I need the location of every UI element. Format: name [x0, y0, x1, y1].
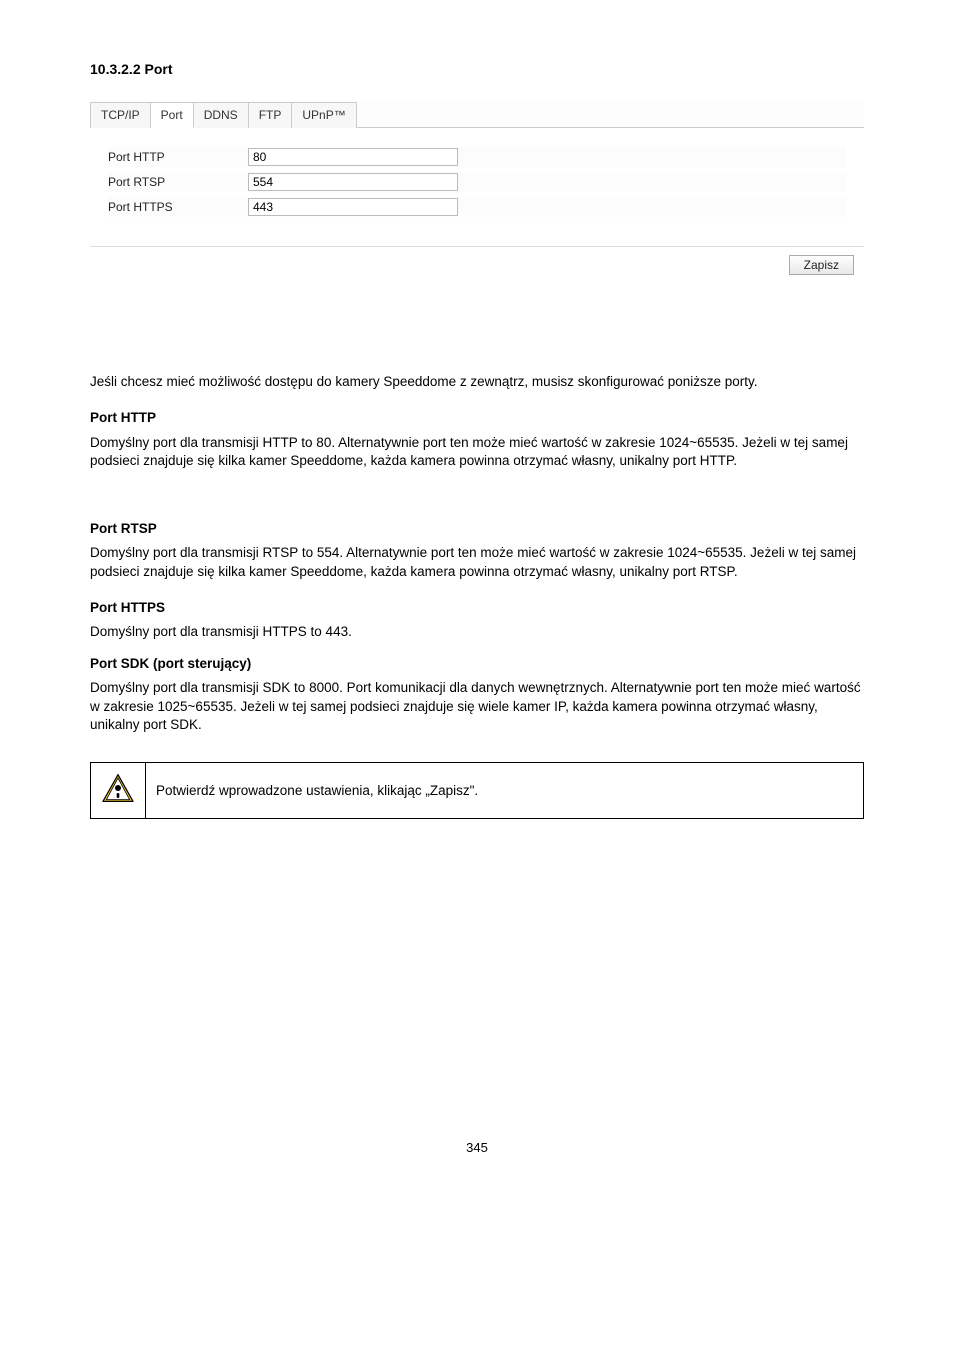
text-port-https: Domyślny port dla transmisji HTTPS to 44…	[90, 623, 864, 641]
heading-port-sdk: Port SDK (port sterujący)	[90, 655, 864, 673]
intro-paragraph: Jeśli chcesz mieć możliwość dostępu do k…	[90, 373, 864, 391]
heading-port-rtsp: Port RTSP	[90, 520, 864, 538]
input-port-rtsp[interactable]	[248, 173, 458, 191]
text-port-rtsp: Domyślny port dla transmisji RTSP to 554…	[90, 544, 864, 580]
save-button[interactable]: Zapisz	[789, 255, 854, 275]
note-icon-cell	[91, 763, 146, 819]
text-port-sdk: Domyślny port dla transmisji SDK to 8000…	[90, 679, 864, 734]
form-area: Port HTTP Port RTSP Port HTTPS	[90, 128, 864, 240]
port-settings-screenshot: TCP/IP Port DDNS FTP UPnP™ Port HTTP Por…	[90, 101, 864, 283]
input-port-https[interactable]	[248, 198, 458, 216]
heading-port-https: Port HTTPS	[90, 599, 864, 617]
section-port-rtsp: Port RTSP Domyślny port dla transmisji R…	[90, 520, 864, 581]
input-port-http[interactable]	[248, 148, 458, 166]
field-row-rtsp: Port RTSP	[108, 172, 846, 192]
label-port-http: Port HTTP	[108, 149, 248, 165]
note-text-cell: Potwierdź wprowadzone ustawienia, klikaj…	[146, 763, 864, 819]
tab-ftp[interactable]: FTP	[249, 102, 293, 128]
tab-upnp[interactable]: UPnP™	[292, 102, 356, 128]
note-text: Potwierdź wprowadzone ustawienia, klikaj…	[156, 783, 478, 798]
tab-tcpip[interactable]: TCP/IP	[90, 102, 151, 128]
text-port-http: Domyślny port dla transmisji HTTP to 80.…	[90, 434, 864, 470]
note-box: Potwierdź wprowadzone ustawienia, klikaj…	[90, 762, 864, 819]
tab-row: TCP/IP Port DDNS FTP UPnP™	[90, 101, 864, 128]
save-row: Zapisz	[90, 246, 864, 283]
field-row-http: Port HTTP	[108, 147, 846, 167]
page-number: 345	[90, 1139, 864, 1157]
section-port-https: Port HTTPS Domyślny port dla transmisji …	[90, 599, 864, 641]
section-port-sdk: Port SDK (port sterujący) Domyślny port …	[90, 655, 864, 734]
section-heading: 10.3.2.2 Port	[90, 60, 864, 79]
warning-icon	[101, 773, 135, 803]
tab-port[interactable]: Port	[151, 102, 194, 128]
label-port-https: Port HTTPS	[108, 199, 248, 215]
tab-ddns[interactable]: DDNS	[194, 102, 249, 128]
field-row-https: Port HTTPS	[108, 197, 846, 217]
heading-port-http: Port HTTP	[90, 409, 864, 427]
section-port-http: Port HTTP Domyślny port dla transmisji H…	[90, 409, 864, 470]
label-port-rtsp: Port RTSP	[108, 174, 248, 190]
